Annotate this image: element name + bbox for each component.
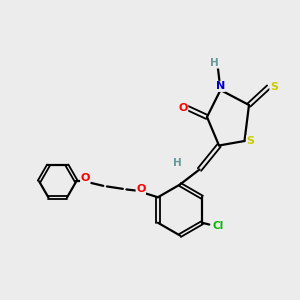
Text: O: O — [178, 103, 188, 113]
Text: S: S — [270, 82, 278, 92]
Text: O: O — [136, 184, 146, 194]
Text: H: H — [210, 58, 219, 68]
Text: Cl: Cl — [212, 221, 223, 231]
Text: O: O — [81, 173, 90, 183]
Text: H: H — [172, 158, 182, 169]
Text: S: S — [247, 136, 254, 146]
Text: N: N — [216, 81, 225, 92]
